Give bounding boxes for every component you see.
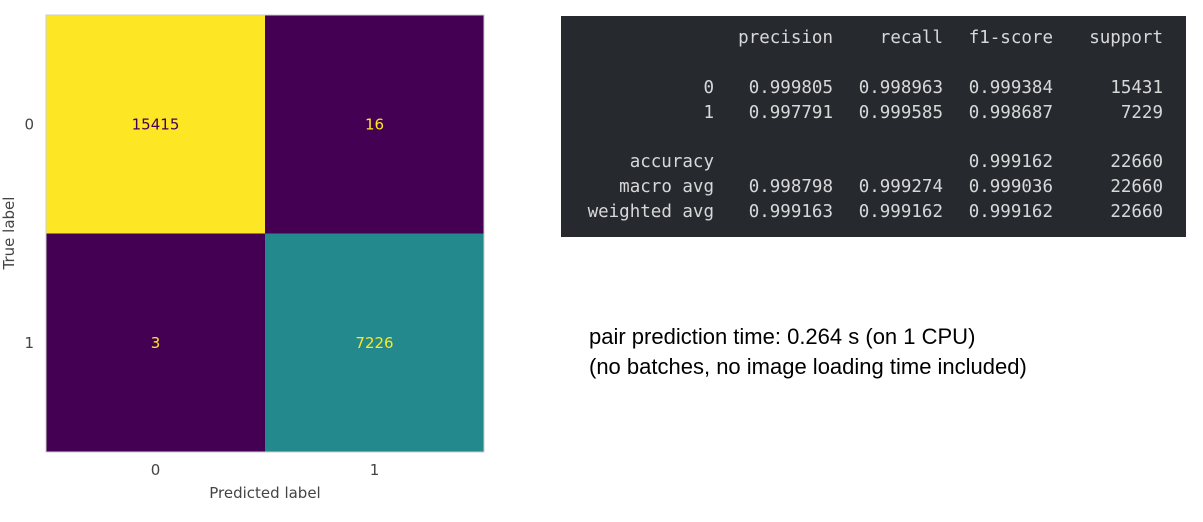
report-row-3-label: macro avg bbox=[619, 177, 714, 197]
report-row-0-precision: 0.999805 bbox=[748, 78, 833, 98]
matrix-cell-0-0 bbox=[46, 15, 266, 234]
report-row-4-support: 22660 bbox=[1110, 202, 1163, 222]
matrix-value-0-0: 15415 bbox=[132, 115, 180, 133]
x-tick-label-0: 0 bbox=[151, 461, 161, 479]
report-header-support: support bbox=[1089, 28, 1163, 48]
matrix-cell-0-1 bbox=[265, 15, 485, 234]
report-row-2-support: 22660 bbox=[1110, 152, 1163, 172]
report-row-1-recall: 0.999585 bbox=[858, 103, 943, 123]
x-tick-label-1: 1 bbox=[370, 461, 380, 479]
report-row-2-f1-score: 0.999162 bbox=[968, 152, 1053, 172]
x-axis-label: Predicted label bbox=[209, 484, 320, 502]
report-row-3-f1-score: 0.999036 bbox=[968, 177, 1053, 197]
report-row-1-precision: 0.997791 bbox=[748, 103, 833, 123]
report-row-4-label: weighted avg bbox=[587, 202, 714, 222]
y-tick-label-0: 0 bbox=[24, 115, 34, 133]
report-row-3-recall: 0.999274 bbox=[858, 177, 943, 197]
timing-line-2: (no batches, no image loading time inclu… bbox=[589, 354, 1027, 379]
matrix-cell-1-1 bbox=[265, 233, 485, 453]
timing-line-1: pair prediction time: 0.264 s (on 1 CPU) bbox=[589, 324, 976, 349]
report-row-4-recall: 0.999162 bbox=[858, 202, 943, 222]
matrix-value-1-0: 3 bbox=[151, 334, 161, 352]
y-tick-label-1: 1 bbox=[24, 334, 34, 352]
report-row-0-recall: 0.998963 bbox=[858, 78, 943, 98]
y-axis-label: True label bbox=[0, 197, 18, 271]
report-row-0-label: 0 bbox=[703, 78, 714, 98]
timing-note: pair prediction time: 0.264 s (on 1 CPU)… bbox=[589, 322, 1189, 382]
report-row-0-support: 15431 bbox=[1110, 78, 1163, 98]
report-row-4-f1-score: 0.999162 bbox=[968, 202, 1053, 222]
report-header-precision: precision bbox=[738, 28, 833, 48]
classification-report: precision recall f1-score support 0 0.999805 0… bbox=[561, 16, 1186, 237]
report-row-3-precision: 0.998798 bbox=[748, 177, 833, 197]
report-row-1-f1-score: 0.998687 bbox=[968, 103, 1053, 123]
report-row-4-precision: 0.999163 bbox=[748, 202, 833, 222]
report-header-f1-score: f1-score bbox=[968, 28, 1053, 48]
report-row-0-f1-score: 0.999384 bbox=[968, 78, 1053, 98]
report-row-1-support: 7229 bbox=[1120, 103, 1163, 123]
matrix-cell-1-0 bbox=[46, 233, 266, 453]
plot-frame bbox=[45, 14, 485, 453]
report-row-1-label: 1 bbox=[703, 103, 714, 123]
matrix-value-1-1: 7226 bbox=[355, 334, 393, 352]
confusion-matrix-chart: 15415 16 3 7226 0 1 0 1 Predicted label True l… bbox=[0, 14, 485, 502]
matrix-value-0-1: 16 bbox=[365, 115, 384, 133]
report-row-2-label: accuracy bbox=[629, 152, 714, 172]
report-row-3-support: 22660 bbox=[1110, 177, 1163, 197]
report-header-recall: recall bbox=[879, 28, 943, 48]
